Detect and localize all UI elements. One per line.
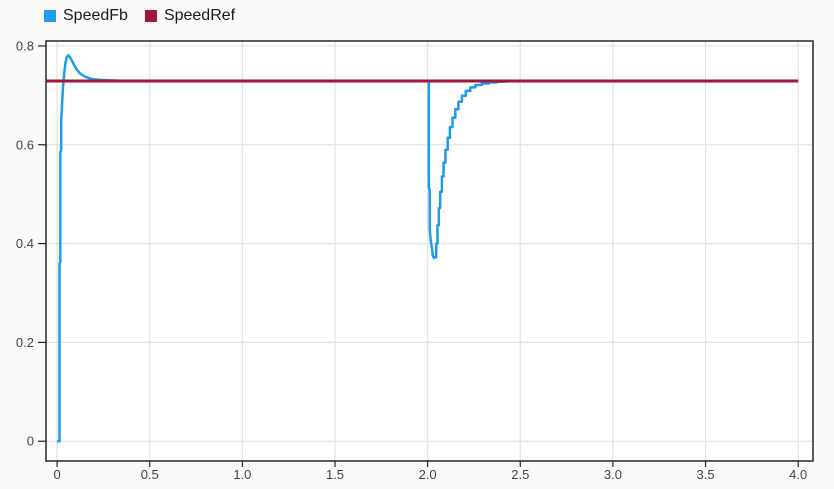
x-tick-label: 4.0 (789, 467, 807, 482)
x-tick-label: 3.0 (604, 467, 622, 482)
legend-swatch-speedref-icon (144, 10, 157, 22)
gridlines (46, 41, 813, 461)
x-tick-label: 3.5 (697, 467, 715, 482)
y-tick-label: 0.4 (16, 236, 34, 251)
legend-item-speedref[interactable]: SpeedRef (144, 7, 236, 24)
legend-swatch-speedfb-icon (44, 10, 56, 22)
legend-label-speedfb: SpeedFb (63, 7, 128, 24)
y-tick-label: 0 (27, 434, 34, 449)
legend-label-speedref: SpeedRef (163, 7, 236, 24)
y-tick-label: 0.6 (16, 137, 34, 152)
chart-legend: SpeedFb SpeedRef (44, 8, 235, 24)
legend-item-speedfb[interactable]: SpeedFb (44, 8, 128, 24)
y-tick-label: 0.2 (16, 335, 34, 350)
series-line-speedfb (57, 54, 799, 443)
series-lines (46, 54, 799, 443)
y-tick-label: 0.8 (16, 38, 34, 53)
axis-ticks (38, 45, 799, 467)
x-tick-label: 0 (53, 467, 60, 482)
axis-tick-labels: 0 0.5 1.0 1.5 2.0 2.5 3.0 3.5 4.0 0 0.2 0.4 0.6 0.8 (16, 38, 807, 482)
x-tick-label: 1.5 (326, 467, 344, 482)
x-tick-label: 2.0 (419, 467, 437, 482)
x-tick-label: 0.5 (141, 467, 159, 482)
x-tick-label: 2.5 (511, 467, 529, 482)
plot-border (45, 40, 814, 462)
x-tick-label: 1.0 (233, 467, 251, 482)
